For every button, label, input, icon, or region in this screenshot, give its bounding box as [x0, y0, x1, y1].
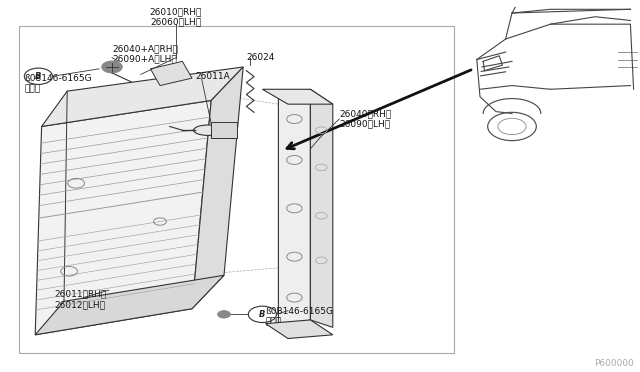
Text: 26011A: 26011A [195, 72, 230, 81]
Text: B: B [259, 310, 266, 319]
Polygon shape [35, 275, 224, 335]
Polygon shape [35, 100, 211, 335]
Text: 26011〈RH〉
26012〈LH〉: 26011〈RH〉 26012〈LH〉 [54, 290, 107, 309]
Polygon shape [310, 89, 333, 327]
Polygon shape [42, 67, 243, 126]
Circle shape [218, 311, 230, 318]
Text: ß08146-6165G
（１）: ß08146-6165G （１） [24, 74, 92, 93]
Text: 26010〈RH〉
26060〈LH〉: 26010〈RH〉 26060〈LH〉 [150, 7, 202, 26]
Polygon shape [278, 89, 310, 327]
Text: 26024: 26024 [246, 53, 275, 62]
Polygon shape [150, 61, 192, 86]
Text: 26040+A〈RH〉
26090+A〈LH〉: 26040+A〈RH〉 26090+A〈LH〉 [112, 44, 178, 64]
Text: ß0B146-6165G
（２）: ß0B146-6165G （２） [266, 307, 333, 327]
Ellipse shape [193, 125, 223, 135]
Text: 26040〈RH〉
26090〈LH〉: 26040〈RH〉 26090〈LH〉 [339, 109, 392, 129]
Circle shape [102, 61, 122, 73]
Text: P600000: P600000 [594, 359, 634, 368]
Polygon shape [266, 320, 333, 339]
Text: B: B [35, 72, 42, 81]
Bar [19, 26, 454, 353]
Polygon shape [192, 67, 243, 309]
Polygon shape [262, 89, 333, 104]
Bar [211, 122, 237, 138]
